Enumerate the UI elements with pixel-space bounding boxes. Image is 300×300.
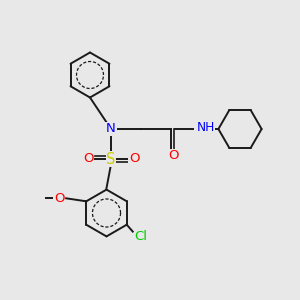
Text: O: O [129,152,140,166]
Text: N: N [106,122,116,136]
Text: O: O [168,149,178,163]
Text: S: S [106,152,116,166]
Text: O: O [83,152,94,166]
Text: NH: NH [196,121,215,134]
Text: O: O [54,192,64,205]
Text: Cl: Cl [134,230,147,243]
